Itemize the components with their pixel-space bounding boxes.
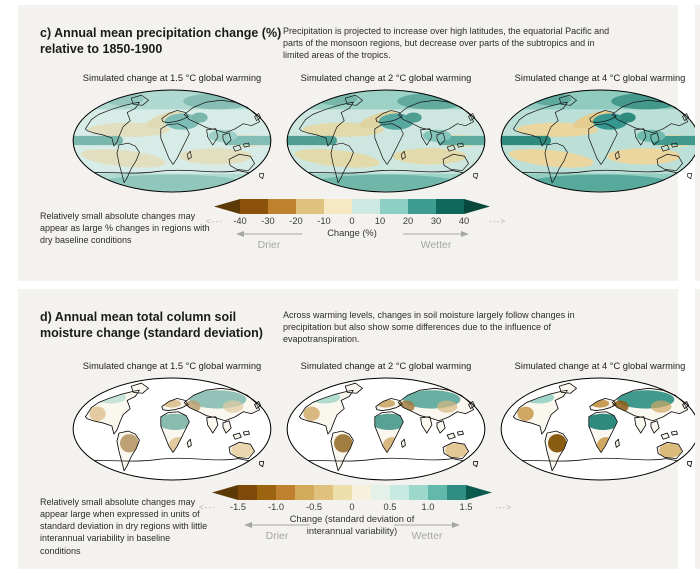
colorbar-tick: -1.5 [229, 502, 247, 512]
map-figure-soil-4c: Simulated change at 4 °C global warming [494, 361, 700, 482]
colorbar-soil-moisture: <--- ---> -1.5 -1.0 -0.5 0 0.5 1.0 1.5 Change … [199, 485, 511, 542]
colorbar-segment [428, 485, 447, 500]
panel-c-title: c) Annual mean precipitation change (%) … [40, 26, 282, 57]
drier-label: Drier [232, 521, 322, 542]
open-ended-left: <--- [199, 503, 216, 512]
colorbar-tick: 0 [349, 216, 355, 226]
wetter-arrow-icon [403, 231, 469, 237]
colorbar-segment [238, 485, 257, 500]
open-ended-left: <--- [206, 217, 223, 226]
map-subtitle: Simulated change at 2 °C global warming [300, 73, 472, 83]
colorbar-tick: 20 [402, 216, 414, 226]
drier-label: Drier [224, 230, 314, 251]
world-map-soil-2c [284, 376, 488, 482]
colorbar-segment [240, 199, 268, 214]
colorbar-segment [390, 485, 409, 500]
colorbar-segment [276, 485, 295, 500]
colorbar-bar [214, 199, 490, 214]
colorbar-ticks: <--- ---> -40 -30 -20 -10 0 10 20 30 40 [206, 216, 505, 226]
colorbar-segment [436, 199, 464, 214]
colorbar-tick: 1.5 [459, 502, 473, 512]
colorbar-segment [352, 485, 371, 500]
cropped-panel-edge [695, 5, 700, 281]
colorbar-segment [409, 485, 428, 500]
colorbar-precipitation: <--- ---> -40 -30 -20 -10 0 10 20 30 40 Change (… [206, 199, 505, 251]
map-subtitle: Simulated change at 4 °C global warming [514, 73, 686, 83]
world-map-precip-2c [284, 88, 488, 194]
colorbar-tick: -0.5 [305, 502, 323, 512]
world-map-precip-4c [498, 88, 700, 194]
drier-text: Drier [257, 239, 281, 251]
wetter-arrow-icon [394, 522, 460, 528]
panel-d-note: Relatively small absolute changes may ap… [40, 497, 208, 556]
world-map-soil-4c [498, 376, 700, 482]
map-figure-precip-1p5c: Simulated change at 1.5 °C global warmin… [66, 73, 278, 194]
colorbar-tick: 40 [458, 216, 470, 226]
colorbar-tick: -30 [261, 216, 275, 226]
panel-soil-moisture-change: d) Annual mean total column soil moistur… [18, 289, 678, 569]
colorbar-segment [314, 485, 333, 500]
colorbar-segment [268, 199, 296, 214]
colorbar-left-arrow [212, 485, 238, 500]
drier-arrow-icon [236, 231, 302, 237]
colorbar-tick: -40 [233, 216, 247, 226]
colorbar-segment [380, 199, 408, 214]
world-map-precip-1p5c [70, 88, 274, 194]
colorbar-segments [238, 485, 466, 500]
colorbar-tick: 1.0 [421, 502, 435, 512]
drier-arrow-icon [244, 522, 310, 528]
panel-c-note: Relatively small absolute changes may ap… [40, 211, 210, 246]
map-figure-precip-2c: Simulated change at 2 °C global warming [280, 73, 492, 194]
panel-precipitation-change: c) Annual mean precipitation change (%) … [18, 5, 678, 281]
colorbar-segment [257, 485, 276, 500]
colorbar-axis-label: Change (standard deviation of interannua… [289, 514, 415, 536]
map-figure-precip-4c: Simulated change at 4 °C global warming [494, 73, 700, 194]
colorbar-right-arrow [466, 485, 492, 500]
colorbar-segment [447, 485, 466, 500]
panel-c-description: Precipitation is projected to increase o… [283, 26, 610, 61]
open-ended-right: ---> [495, 503, 512, 512]
drier-text: Drier [265, 530, 289, 542]
map-subtitle: Simulated change at 1.5 °C global warmin… [82, 73, 262, 83]
colorbar-tick: 10 [374, 216, 386, 226]
colorbar-segment [408, 199, 436, 214]
colorbar-bar [212, 485, 492, 500]
colorbar-right-arrow [464, 199, 490, 214]
colorbar-tick: -20 [289, 216, 303, 226]
wetter-text: Wetter [420, 239, 452, 251]
colorbar-tick: 0.5 [383, 502, 397, 512]
wetter-label: Wetter [382, 521, 472, 542]
colorbar-tick: -10 [317, 216, 331, 226]
cropped-panel-edge [695, 289, 700, 569]
open-ended-right: ---> [489, 217, 506, 226]
map-figure-soil-2c: Simulated change at 2 °C global warming [280, 361, 492, 482]
panel-d-description: Across warming levels, changes in soil m… [283, 310, 575, 345]
colorbar-ticks: <--- ---> -1.5 -1.0 -0.5 0 0.5 1.0 1.5 [199, 502, 511, 512]
colorbar-segment [324, 199, 352, 214]
map-subtitle: Simulated change at 2 °C global warming [300, 361, 472, 371]
world-map-soil-1p5c [70, 376, 274, 482]
map-subtitle: Simulated change at 4 °C global warming [514, 361, 686, 371]
colorbar-tick: 0 [349, 502, 355, 512]
colorbar-tick: -1.0 [267, 502, 285, 512]
wetter-label: Wetter [391, 230, 481, 251]
colorbar-segment [295, 485, 314, 500]
colorbar-segments [240, 199, 464, 214]
colorbar-segment [333, 485, 352, 500]
colorbar-segment [352, 199, 380, 214]
colorbar-left-arrow [214, 199, 240, 214]
panel-d-title: d) Annual mean total column soil moistur… [40, 310, 263, 341]
map-figure-soil-1p5c: Simulated change at 1.5 °C global warmin… [66, 361, 278, 482]
colorbar-segment [296, 199, 324, 214]
map-subtitle: Simulated change at 1.5 °C global warmin… [82, 361, 262, 371]
colorbar-tick: 30 [430, 216, 442, 226]
colorbar-axis-label: Change (%) [327, 228, 377, 238]
colorbar-segment [371, 485, 390, 500]
wetter-text: Wetter [411, 530, 443, 542]
